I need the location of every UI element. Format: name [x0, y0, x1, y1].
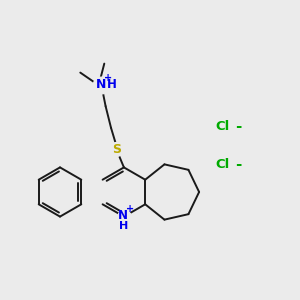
Text: S: S [112, 143, 121, 156]
Text: H: H [107, 78, 117, 91]
Text: N: N [96, 78, 106, 91]
Text: -: - [235, 118, 242, 134]
Text: +: + [127, 204, 135, 214]
Text: Cl: Cl [215, 158, 229, 172]
Text: H: H [119, 220, 128, 231]
Text: N: N [117, 208, 128, 222]
Text: Cl: Cl [215, 119, 229, 133]
Text: +: + [104, 73, 112, 83]
Text: -: - [235, 158, 242, 172]
